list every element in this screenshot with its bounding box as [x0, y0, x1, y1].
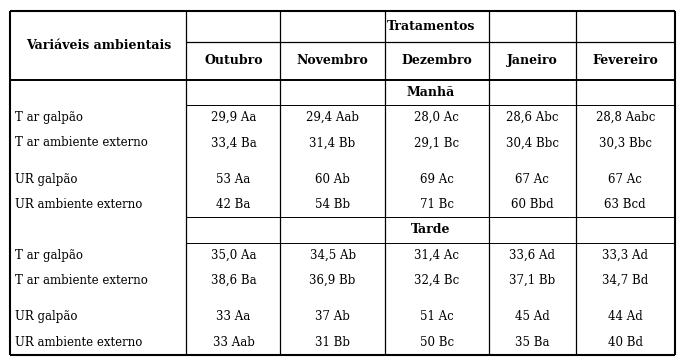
- Text: Tratamentos: Tratamentos: [387, 20, 475, 33]
- Text: T ar ambiente externo: T ar ambiente externo: [15, 274, 148, 287]
- Text: 31,4 Ac: 31,4 Ac: [415, 249, 460, 262]
- Text: 60 Ab: 60 Ab: [315, 173, 350, 186]
- Text: 45 Ad: 45 Ad: [515, 310, 550, 324]
- Text: Outubro: Outubro: [204, 54, 263, 67]
- Text: 53 Aa: 53 Aa: [217, 173, 251, 186]
- Text: 34,7 Bd: 34,7 Bd: [602, 274, 648, 287]
- Text: 28,8 Aabc: 28,8 Aabc: [596, 111, 655, 124]
- Text: 33,3 Ad: 33,3 Ad: [602, 249, 648, 262]
- Text: 37,1 Bb: 37,1 Bb: [510, 274, 555, 287]
- Text: 54 Bb: 54 Bb: [315, 198, 350, 211]
- Text: 35,0 Aa: 35,0 Aa: [211, 249, 256, 262]
- Text: Janeiro: Janeiro: [507, 54, 558, 67]
- Text: 28,0 Ac: 28,0 Ac: [415, 111, 460, 124]
- Text: 35 Ba: 35 Ba: [515, 336, 550, 349]
- Text: 29,1 Bc: 29,1 Bc: [415, 136, 460, 149]
- Text: Dezembro: Dezembro: [402, 54, 472, 67]
- Text: 36,9 Bb: 36,9 Bb: [309, 274, 356, 287]
- Text: 51 Ac: 51 Ac: [420, 310, 454, 324]
- Text: 28,6 Abc: 28,6 Abc: [506, 111, 559, 124]
- Text: 33,6 Ad: 33,6 Ad: [510, 249, 555, 262]
- Text: T ar galpão: T ar galpão: [15, 249, 83, 262]
- Text: 38,6 Ba: 38,6 Ba: [210, 274, 256, 287]
- Text: 32,4 Bc: 32,4 Bc: [415, 274, 460, 287]
- Text: 63 Bcd: 63 Bcd: [604, 198, 646, 211]
- Text: Novembro: Novembro: [296, 54, 369, 67]
- Text: Variáveis ambientais: Variáveis ambientais: [26, 39, 171, 52]
- Text: T ar galpão: T ar galpão: [15, 111, 83, 124]
- Text: 71 Bc: 71 Bc: [420, 198, 454, 211]
- Text: 34,5 Ab: 34,5 Ab: [309, 249, 356, 262]
- Text: UR galpão: UR galpão: [15, 310, 78, 324]
- Text: Tarde: Tarde: [411, 223, 450, 237]
- Text: Manhã: Manhã: [406, 86, 455, 99]
- Text: 42 Ba: 42 Ba: [217, 198, 251, 211]
- Text: Fevereiro: Fevereiro: [592, 54, 658, 67]
- Text: 31 Bb: 31 Bb: [315, 336, 350, 349]
- Text: 50 Bc: 50 Bc: [420, 336, 454, 349]
- Text: 67 Ac: 67 Ac: [609, 173, 642, 186]
- Text: 33,4 Ba: 33,4 Ba: [210, 136, 256, 149]
- Text: 40 Bd: 40 Bd: [608, 336, 643, 349]
- Text: UR ambiente externo: UR ambiente externo: [15, 198, 142, 211]
- Text: 30,3 Bbc: 30,3 Bbc: [599, 136, 652, 149]
- Text: 60 Bbd: 60 Bbd: [511, 198, 554, 211]
- Text: 37 Ab: 37 Ab: [315, 310, 350, 324]
- Text: 30,4 Bbc: 30,4 Bbc: [506, 136, 559, 149]
- Text: 33 Aa: 33 Aa: [217, 310, 251, 324]
- Text: 67 Ac: 67 Ac: [516, 173, 549, 186]
- Text: T ar ambiente externo: T ar ambiente externo: [15, 136, 148, 149]
- Text: 29,4 Aab: 29,4 Aab: [306, 111, 359, 124]
- Text: 69 Ac: 69 Ac: [420, 173, 454, 186]
- Text: 31,4 Bb: 31,4 Bb: [309, 136, 356, 149]
- Text: 29,9 Aa: 29,9 Aa: [211, 111, 256, 124]
- Text: 44 Ad: 44 Ad: [608, 310, 643, 324]
- Text: 33 Aab: 33 Aab: [212, 336, 254, 349]
- Text: UR galpão: UR galpão: [15, 173, 78, 186]
- Text: UR ambiente externo: UR ambiente externo: [15, 336, 142, 349]
